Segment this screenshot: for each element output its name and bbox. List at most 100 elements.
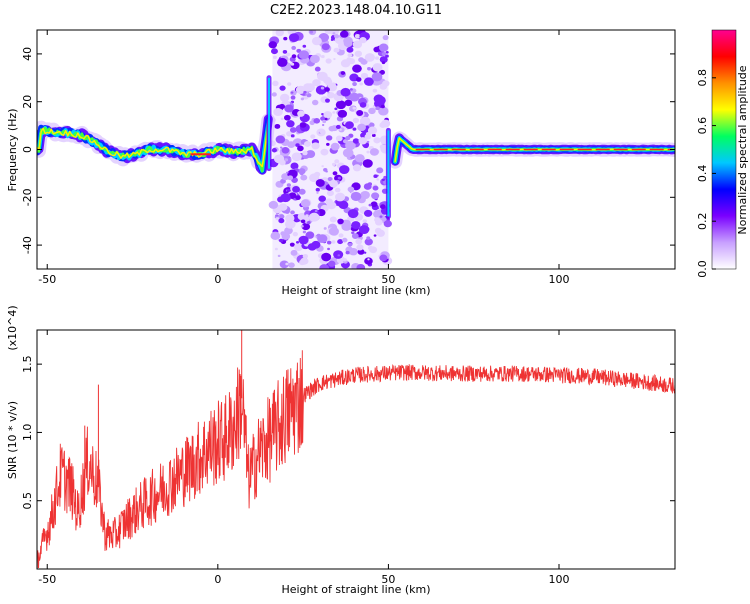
noise-blob [367, 67, 372, 71]
noise-blob [368, 122, 375, 128]
noise-blob [323, 168, 328, 172]
noise-blob [382, 35, 389, 41]
colorbar: 0.0 0.2 0.4 0.6 0.8 Normalized spectral ampl… [696, 29, 749, 278]
noise-blob [362, 159, 373, 168]
noise-blob [292, 186, 301, 193]
snr-line-path [37, 350, 675, 569]
noise-blob [319, 264, 330, 269]
noise-blob [374, 217, 381, 223]
noise-blob [272, 80, 279, 87]
noise-blob [274, 247, 278, 251]
y-tick-label: -20 [21, 188, 34, 206]
noise-blob [334, 192, 346, 202]
spectrogram-panel: -50 0 50 100 -40 -20 0 20 40 Height of straight … [6, 29, 676, 297]
snr-frame [36, 329, 676, 570]
noise-blob [374, 227, 382, 234]
noise-blob [324, 117, 328, 121]
noise-blob [366, 236, 371, 240]
noise-blob [291, 152, 302, 162]
noise-blob [345, 135, 351, 141]
noise-blob [283, 36, 288, 41]
noise-blob [379, 56, 388, 63]
noise-blob [301, 222, 311, 231]
noise-blob [328, 227, 339, 236]
noise-blob [341, 219, 351, 228]
noise-blob [321, 113, 324, 116]
noise-blob [375, 56, 380, 60]
noise-blob [278, 203, 288, 211]
noise-blob [299, 122, 307, 128]
noise-blob [376, 167, 384, 174]
noise-blob [325, 135, 333, 141]
noise-blob [341, 237, 348, 243]
noise-blob [326, 190, 334, 197]
noise-blob [334, 107, 338, 111]
y-tick-label: -40 [21, 236, 34, 254]
noise-blob [383, 220, 392, 228]
y-tick-label: 0.5 [21, 492, 34, 510]
noise-blob [354, 154, 365, 163]
noise-blob [309, 54, 320, 64]
noise-blob [324, 87, 330, 92]
noise-blob [367, 258, 370, 261]
noise-blob [340, 30, 349, 38]
noise-blob [355, 238, 363, 245]
noise-blob [268, 41, 278, 49]
noise-blob [313, 118, 321, 124]
noise-blob [311, 99, 319, 106]
noise-blob [358, 137, 368, 145]
colorbar-tick-label: 0.6 [696, 117, 709, 135]
noise-blob [385, 54, 389, 58]
noise-blob [300, 219, 306, 224]
noise-blob [352, 106, 356, 110]
y-tick-label: 20 [21, 95, 34, 109]
noise-blob [284, 226, 293, 235]
noise-blob [334, 159, 340, 164]
noise-blob [268, 200, 279, 209]
noise-blob [337, 239, 344, 245]
noise-blob [300, 174, 308, 181]
noise-blob [281, 232, 291, 240]
colorbar-tick-label: 0.8 [696, 69, 709, 87]
noise-blob [359, 116, 371, 126]
noise-blob [371, 72, 383, 82]
noise-blob [343, 258, 347, 262]
noise-blob [337, 109, 348, 118]
noise-blob [290, 249, 298, 256]
noise-blob [285, 262, 289, 266]
noise-blob [321, 165, 324, 168]
colorbar-ticks: 0.0 0.2 0.4 0.6 0.8 [696, 69, 716, 278]
noise-blob [331, 82, 336, 87]
noise-blob [385, 50, 389, 54]
noise-blob [376, 178, 380, 181]
noise-blob [351, 231, 355, 235]
colorbar-tick-label: 0.4 [696, 165, 709, 183]
noise-blob [334, 34, 340, 39]
noise-blob [358, 225, 370, 234]
noise-blob [347, 186, 355, 193]
noise-blob [286, 183, 291, 187]
colorbar-label: Normalized spectral amplitude [736, 65, 749, 234]
noise-blob [275, 217, 280, 221]
noise-blob [340, 87, 351, 97]
noise-blob [371, 192, 380, 200]
noise-blob [379, 83, 388, 90]
noise-blob [321, 43, 330, 51]
noise-blob [320, 54, 325, 59]
noise-blob [381, 61, 386, 65]
noise-blob [284, 219, 296, 229]
noise-blob [303, 140, 311, 147]
noise-blob [290, 162, 299, 170]
noise-blob [298, 188, 306, 195]
noise-blob [352, 138, 360, 144]
noise-blob [352, 82, 357, 87]
noise-blob [314, 209, 318, 213]
noise-blob [359, 102, 367, 108]
noise-blob [280, 178, 286, 184]
noise-blob [315, 179, 325, 187]
noise-blob [311, 36, 322, 46]
noise-blob [331, 240, 336, 244]
noise-blob [373, 137, 381, 144]
noise-blob [327, 176, 333, 182]
noise-blob [280, 117, 284, 121]
